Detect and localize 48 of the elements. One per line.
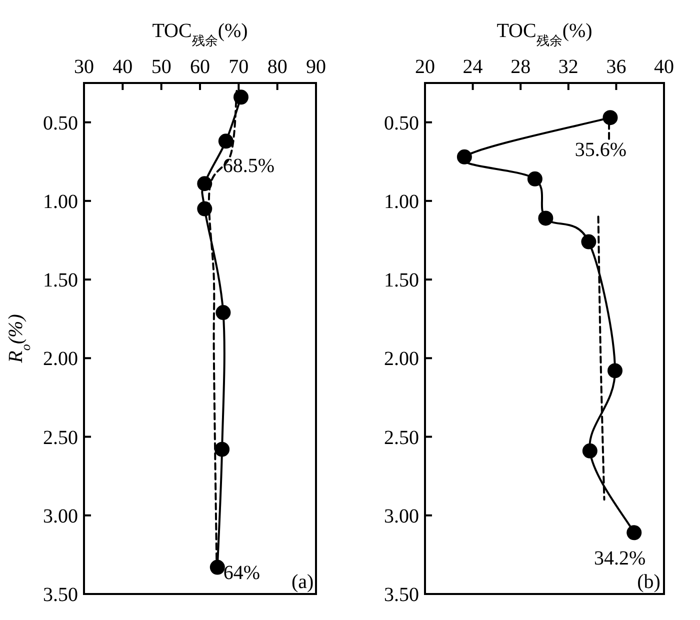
y-tick-label: 2.00 [384,348,419,370]
y-tick-label: 3.50 [43,584,78,606]
y-tick-label: 2.50 [43,426,78,449]
x-tick-label: 28 [510,56,531,78]
x-tick-label: 80 [267,56,288,78]
annotation: 68.5% [222,154,275,177]
annotation: 35.6% [574,138,626,161]
x-tick-label: 32 [558,56,578,78]
x-tick-label: 36 [606,56,626,78]
x-axis-title: TOC$_{残余}$(%) [496,20,592,48]
x-tick-label: 20 [415,56,435,78]
point [581,234,596,250]
y-tick-label: 3.50 [384,584,419,606]
point [582,443,598,458]
annotation: (b) [637,571,660,594]
x-tick-label: 30 [74,56,94,78]
y-tick-label: 2.00 [43,348,78,370]
point [214,442,230,457]
point [233,90,248,105]
annotation: 34.2% [594,548,646,570]
y-tick-label: 1.00 [384,190,419,213]
y-tick-label: 0.50 [43,112,78,134]
point [456,149,472,164]
x-tick-label: 90 [306,56,326,78]
y-tick-label: 1.00 [43,190,78,213]
y-tick-label: 0.50 [384,112,419,134]
point [626,525,642,540]
x-tick-label: 50 [151,56,172,78]
x-tick-label: 40 [654,56,674,78]
x-tick-label: 24 [462,56,483,78]
y-tick-label: 3.00 [384,505,419,528]
point [197,176,212,192]
annotation: 64% [223,562,260,584]
point [210,560,225,575]
annotation: (a) [291,571,314,594]
x-tick-label: 40 [112,56,133,78]
point [216,305,231,320]
x-tick-label: 70 [228,56,249,78]
point [527,171,542,186]
point [608,363,623,378]
point [218,134,234,149]
point [538,210,554,226]
x-axis-title: TOC$_{残余}$(%) [152,20,248,48]
y-tick-label: 3.00 [43,505,78,528]
y-tick-label: 1.50 [384,270,419,292]
y-tick-label: 2.50 [384,426,419,449]
x-tick-label: 60 [190,56,210,78]
y-tick-label: 1.50 [43,270,78,292]
